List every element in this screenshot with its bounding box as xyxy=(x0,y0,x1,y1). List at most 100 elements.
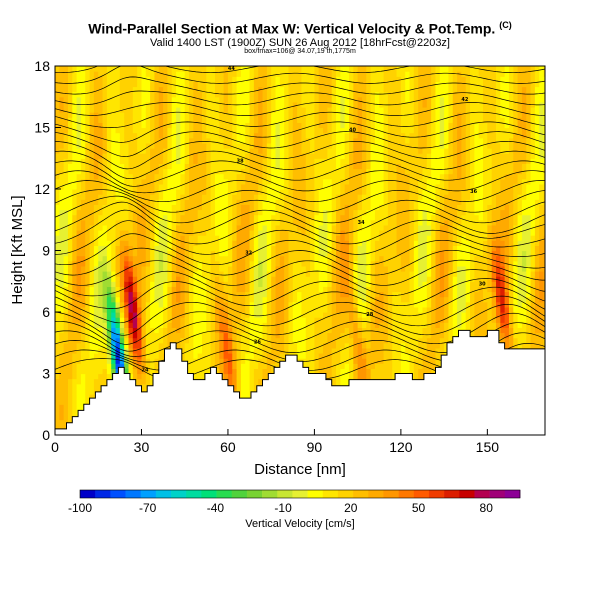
velocity-cell xyxy=(189,173,194,180)
velocity-cell xyxy=(76,194,82,200)
velocity-cell xyxy=(67,86,73,93)
velocity-cell xyxy=(253,194,259,200)
velocity-cell xyxy=(288,224,294,231)
velocity-cell xyxy=(93,373,99,380)
velocity-cell xyxy=(240,204,246,211)
velocity-cell xyxy=(275,260,281,267)
velocity-cell xyxy=(132,204,138,211)
velocity-cell xyxy=(180,204,186,211)
velocity-cell xyxy=(128,291,134,298)
velocity-cell xyxy=(184,240,190,246)
velocity-cell xyxy=(137,76,143,82)
velocity-cell xyxy=(93,250,99,257)
velocity-cell xyxy=(253,265,259,272)
velocity-cell xyxy=(232,81,238,88)
velocity-cell xyxy=(158,148,164,154)
velocity-cell xyxy=(63,296,69,303)
velocity-cell xyxy=(301,265,307,272)
velocity-cell xyxy=(327,189,333,195)
velocity-cell xyxy=(184,317,190,323)
velocity-cell xyxy=(150,353,156,359)
velocity-cell xyxy=(197,142,203,149)
velocity-cell xyxy=(67,286,73,293)
velocity-cell xyxy=(236,342,242,349)
velocity-cell xyxy=(336,122,341,129)
velocity-cell xyxy=(59,101,65,108)
velocity-cell xyxy=(184,148,190,154)
velocity-cell xyxy=(124,168,130,175)
velocity-cell xyxy=(249,66,255,72)
velocity-cell xyxy=(266,276,272,282)
velocity-cell xyxy=(137,378,143,385)
velocity-cell xyxy=(154,96,160,103)
velocity-cell xyxy=(349,306,354,313)
velocity-cell xyxy=(305,230,311,236)
velocity-cell xyxy=(76,96,82,103)
velocity-cell xyxy=(189,194,194,200)
velocity-cell xyxy=(266,86,272,93)
velocity-cell xyxy=(189,148,194,154)
velocity-cell xyxy=(55,378,60,385)
velocity-cell xyxy=(89,153,95,159)
velocity-cell xyxy=(163,306,169,313)
velocity-cell xyxy=(119,204,125,211)
velocity-cell xyxy=(171,81,177,88)
velocity-cell xyxy=(98,189,104,195)
velocity-cell xyxy=(93,327,99,334)
velocity-cell xyxy=(93,153,99,159)
velocity-cell xyxy=(80,224,86,231)
velocity-cell xyxy=(310,235,316,241)
velocity-cell xyxy=(210,347,216,354)
velocity-cell xyxy=(236,112,242,118)
velocity-cell xyxy=(102,291,108,298)
velocity-cell xyxy=(72,235,78,241)
velocity-cell xyxy=(111,101,117,108)
velocity-cell xyxy=(106,183,112,190)
velocity-cell xyxy=(344,276,350,282)
velocity-cell xyxy=(167,137,173,144)
velocity-cell xyxy=(253,122,259,129)
velocity-cell xyxy=(141,86,147,93)
velocity-cell xyxy=(141,96,147,103)
velocity-cell xyxy=(210,86,216,93)
velocity-cell xyxy=(262,137,268,144)
velocity-cell xyxy=(236,332,242,339)
velocity-cell xyxy=(80,368,86,375)
velocity-cell xyxy=(210,158,216,164)
velocity-cell xyxy=(128,66,134,72)
velocity-cell xyxy=(258,378,264,385)
velocity-cell xyxy=(323,214,328,221)
velocity-cell xyxy=(184,342,190,349)
velocity-cell xyxy=(80,132,86,139)
velocity-cell xyxy=(253,337,259,344)
velocity-cell xyxy=(262,183,268,190)
velocity-cell xyxy=(158,183,164,190)
velocity-cell xyxy=(275,76,281,82)
velocity-cell xyxy=(89,101,95,108)
velocity-cell xyxy=(262,158,268,164)
velocity-cell xyxy=(98,291,104,298)
velocity-cell xyxy=(223,127,229,134)
velocity-cell xyxy=(292,117,298,123)
velocity-cell xyxy=(336,332,341,339)
velocity-cell xyxy=(227,373,233,380)
velocity-cell xyxy=(210,327,216,334)
velocity-cell xyxy=(223,194,229,200)
velocity-cell xyxy=(310,199,316,205)
velocity-cell xyxy=(214,353,220,359)
velocity-cell xyxy=(158,153,164,159)
velocity-cell xyxy=(258,96,264,103)
velocity-cell xyxy=(314,281,320,287)
velocity-cell xyxy=(262,112,268,118)
velocity-cell xyxy=(219,358,225,364)
velocity-cell xyxy=(102,271,108,277)
velocity-cell xyxy=(189,86,194,93)
velocity-cell xyxy=(314,271,320,277)
velocity-cell xyxy=(150,363,156,369)
velocity-cell xyxy=(98,158,104,164)
velocity-cell xyxy=(167,230,173,236)
velocity-cell xyxy=(180,117,186,123)
velocity-cell xyxy=(297,291,303,298)
velocity-cell xyxy=(111,224,117,231)
velocity-cell xyxy=(266,327,272,334)
